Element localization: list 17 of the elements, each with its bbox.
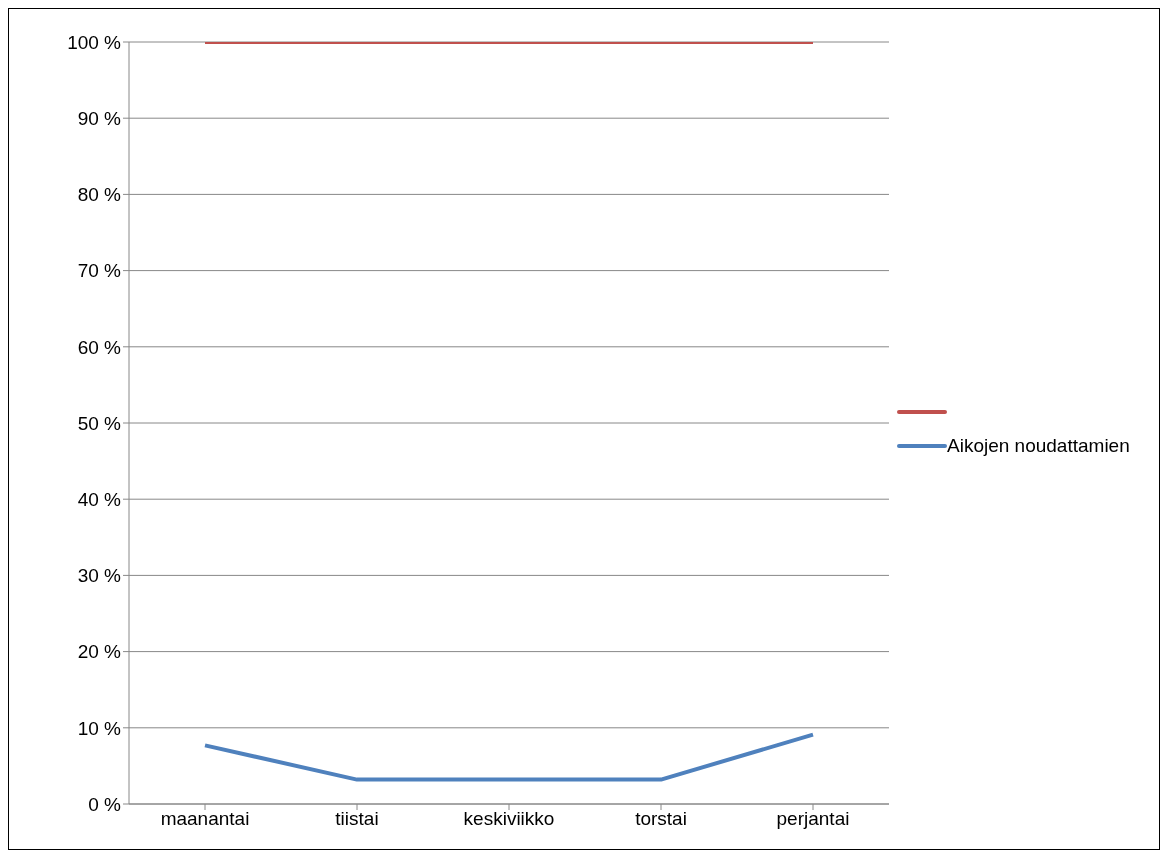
y-tick-label: 70 %	[77, 260, 122, 282]
y-tick-label: 80 %	[77, 184, 122, 206]
x-tick-label: perjantai	[776, 808, 850, 830]
y-tick-label: 100 %	[67, 31, 122, 53]
y-tick-label: 30 %	[77, 565, 122, 587]
y-tick-label: 40 %	[77, 488, 122, 510]
y-tick-label: 20 %	[77, 641, 122, 663]
y-tick-label: 0 %	[88, 793, 122, 815]
x-tick-label: tiistai	[335, 808, 379, 830]
x-tick-label: maanantai	[160, 808, 250, 830]
y-tick-label: 50 %	[77, 412, 122, 434]
x-tick-label: keskiviikko	[463, 808, 555, 830]
y-tick-label: 10 %	[77, 717, 122, 739]
legend-label: Aikojen noudattamien	[947, 435, 1130, 457]
y-tick-label: 60 %	[77, 336, 122, 358]
y-tick-label: 90 %	[77, 107, 122, 129]
x-tick-label: torstai	[635, 808, 687, 830]
